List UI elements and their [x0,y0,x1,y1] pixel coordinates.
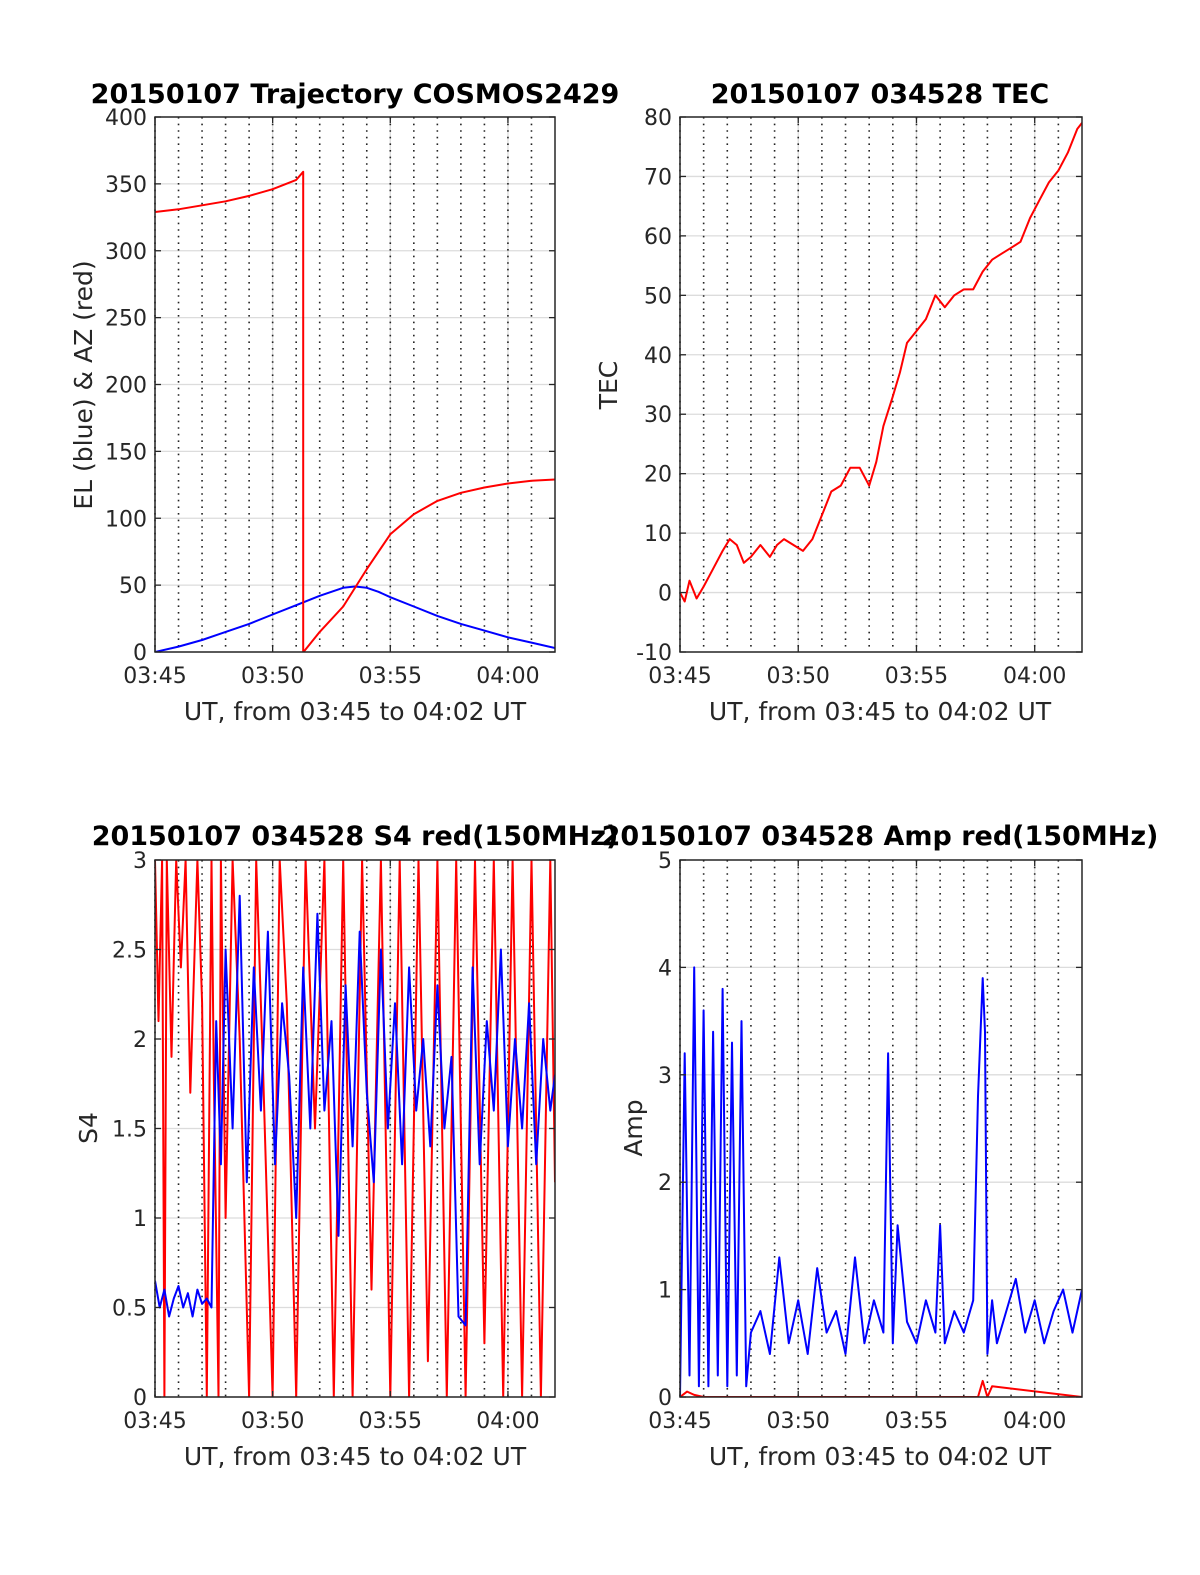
y-tick-label: 70 [644,165,672,190]
x-tick-label: 03:50 [767,1409,830,1434]
chart-title: 20150107 034528 S4 red(150MHz) [92,821,619,852]
chart-title: 20150107 Trajectory COSMOS2429 [91,79,620,110]
x-tick-label: 03:45 [123,1409,186,1434]
y-tick-label: 5 [658,849,672,874]
plot-area-3: 0 0.5 1 1.5 2 2.5 3 03:45 03:50 03:55 04:00 [112,849,556,1434]
x-axis-label: UT, from 03:45 to 04:02 UT [709,1442,1052,1471]
y-tick-label: 3 [133,849,147,874]
y-axis-label: Amp [619,1099,648,1156]
panel-tec: 20150107 034528 TEC UT, from 03:45 to 04… [594,79,1052,726]
y-tick-label: 350 [105,173,147,198]
y-tick-label: 2.5 [112,939,147,964]
y-tick-label: 60 [644,225,672,250]
x-tick-label: 03:45 [648,1409,711,1434]
y-tick-label: 30 [644,403,672,428]
y-tick-label: 2 [658,1171,672,1196]
y-tick-label: 1 [133,1207,147,1232]
x-tick-label: 03:50 [767,664,830,689]
series-line-s4-blue [155,894,555,1327]
panel-s4: 20150107 034528 S4 red(150MHz) UT, from … [74,821,618,1471]
y-tick-label: 200 [105,374,147,399]
y-tick-label: 150 [105,440,147,465]
y-tick-label: 250 [105,307,147,332]
y-tick-label: 50 [644,284,672,309]
series-line-amp-blue [680,966,1082,1397]
y-tick-label: 100 [105,507,147,532]
x-axis-label: UT, from 03:45 to 04:02 UT [709,697,1052,726]
chart-title: 20150107 034528 Amp red(150MHz) [602,821,1159,852]
axes-box [679,116,1083,653]
plot-area-4: 0 1 2 3 4 5 03:45 03:50 03:55 04:00 [648,849,1083,1434]
y-tick-label: 0 [658,582,672,607]
y-tick-label: 10 [644,522,672,547]
y-tick-label: -10 [636,641,672,666]
y-tick-label: 2 [133,1028,147,1053]
y-tick-label: 400 [105,106,147,131]
x-tick-label: 04:00 [1003,664,1066,689]
x-tick-label: 03:55 [885,1409,948,1434]
y-tick-label: 40 [644,344,672,369]
panel-trajectory: 20150107 Trajectory COSMOS2429 UT, from … [69,79,619,726]
y-tick-label: 0 [658,1386,672,1411]
x-tick-label: 04:00 [476,664,539,689]
plot-area-2: -10 0 10 20 30 40 50 60 70 80 03:45 03:50 03:55 04:00 [636,106,1083,689]
x-tick-label: 03:55 [359,664,422,689]
y-tick-label: 3 [658,1064,672,1089]
series-line-tec [680,122,1082,603]
y-tick-label: 300 [105,240,147,265]
x-tick-label: 04:00 [476,1409,539,1434]
y-tick-label: 0.5 [112,1297,147,1322]
y-tick-label: 4 [658,956,672,981]
y-tick-label: 0 [133,641,147,666]
plot-area-1: 0 50 100 150 200 250 300 350 400 03:45 03:50 03:55 0… [105,106,556,689]
panel-amp: 20150107 034528 Amp red(150MHz) UT, from… [602,821,1159,1471]
y-tick-label: 20 [644,463,672,488]
series-group [155,170,555,652]
y-tick-label: 80 [644,106,672,131]
series-line-el [155,585,555,652]
x-tick-label: 03:50 [241,1409,304,1434]
y-tick-label: 1 [658,1279,672,1304]
series-line-az [155,170,555,652]
x-tick-label: 03:50 [241,664,304,689]
x-axis-label: UT, from 03:45 to 04:02 UT [184,1442,527,1471]
y-tick-label: 50 [119,574,147,599]
y-axis-label: EL (blue) & AZ (red) [69,260,98,509]
plot-background [680,860,1082,1397]
series-group [680,966,1082,1397]
y-axis-label: S4 [74,1112,103,1144]
x-tick-label: 03:45 [123,664,186,689]
y-tick-label: 0 [133,1386,147,1411]
x-axis-label: UT, from 03:45 to 04:02 UT [184,697,527,726]
series-group [680,122,1082,603]
series-line-amp-red [680,1379,1082,1397]
x-tick-label: 03:45 [648,664,711,689]
series-line-s4-red [155,860,555,1397]
series-group [155,860,555,1397]
x-tick-label: 03:55 [885,664,948,689]
y-axis-label: TEC [594,361,623,411]
plot-background [680,117,1082,652]
x-tick-label: 03:55 [359,1409,422,1434]
x-tick-label: 04:00 [1003,1409,1066,1434]
y-tick-label: 1.5 [112,1118,147,1143]
axes-box [679,859,1083,1398]
chart-title: 20150107 034528 TEC [711,79,1050,110]
